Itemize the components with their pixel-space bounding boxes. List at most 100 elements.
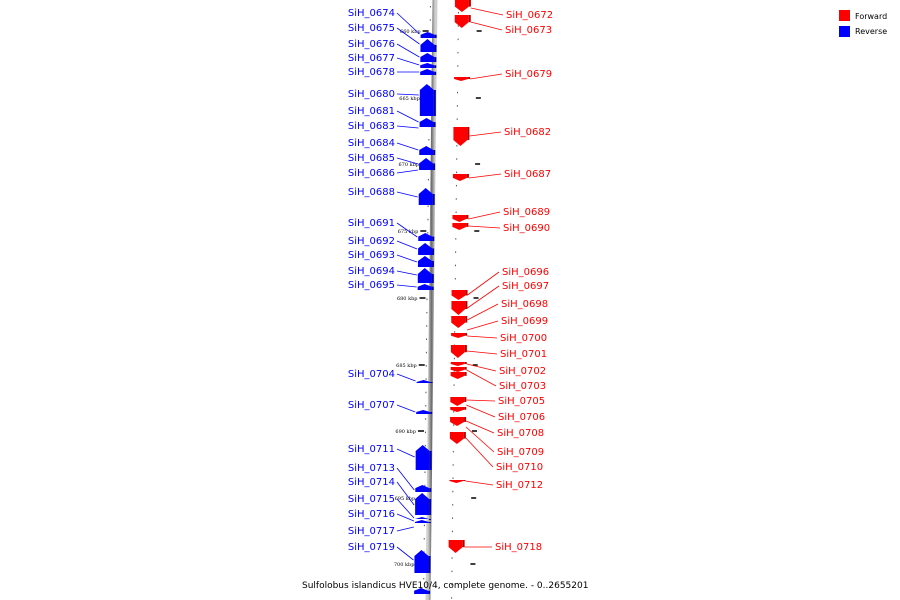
forward-gene-label[interactable]: SiH_0705 [498, 396, 545, 407]
reverse-gene-label[interactable]: SiH_0707 [348, 400, 395, 411]
forward-gene-label[interactable]: SiH_0700 [500, 333, 547, 344]
forward-gene-arrow[interactable] [450, 345, 465, 358]
forward-gene-label[interactable]: SiH_0698 [501, 299, 548, 310]
forward-gene-arrow[interactable] [448, 540, 463, 553]
reverse-gene-arrow[interactable] [416, 380, 431, 383]
reverse-gene-arrow[interactable] [414, 520, 429, 523]
reverse-gene-label[interactable]: SiH_0680 [348, 89, 395, 100]
forward-gene-label[interactable]: SiH_0708 [497, 428, 544, 439]
forward-gene-label[interactable]: SiH_0687 [504, 169, 551, 180]
forward-gene-arrow[interactable] [449, 432, 464, 444]
reverse-gene-arrow[interactable] [415, 493, 430, 515]
gene-arrow-shade [434, 44, 437, 52]
reverse-gene-arrow[interactable] [418, 243, 433, 255]
reverse-gene-label[interactable]: SiH_0674 [348, 8, 395, 19]
reverse-gene-label[interactable]: SiH_0692 [348, 236, 395, 247]
forward-gene-arrow[interactable] [451, 290, 466, 300]
reverse-gene-arrow[interactable] [420, 69, 435, 75]
forward-gene-arrow[interactable] [454, 77, 469, 81]
forward-gene-arrow[interactable] [454, 0, 469, 12]
reverse-gene-label[interactable]: SiH_0717 [348, 526, 395, 537]
reverse-gene-arrow[interactable] [420, 32, 435, 38]
forward-gene-arrow[interactable] [451, 301, 466, 315]
forward-gene-label[interactable]: SiH_0710 [496, 462, 543, 473]
forward-gene-arrow[interactable] [449, 480, 464, 483]
forward-gene-label[interactable]: SiH_0718 [495, 542, 542, 553]
forward-gene-label[interactable]: SiH_0697 [502, 281, 549, 292]
reverse-gene-arrow[interactable] [414, 588, 429, 594]
forward-gene-arrow[interactable] [450, 397, 465, 406]
forward-gene-label[interactable]: SiH_0701 [500, 349, 547, 360]
forward-gene-arrow[interactable] [453, 127, 468, 146]
forward-gene-label[interactable]: SiH_0672 [506, 10, 553, 21]
forward-gene-label[interactable]: SiH_0712 [496, 480, 543, 491]
forward-gene-arrow[interactable] [450, 417, 465, 426]
reverse-gene-label[interactable]: SiH_0676 [348, 39, 395, 50]
forward-gene-label[interactable]: SiH_0696 [502, 267, 549, 278]
ruler-minor-dot [426, 311, 428, 314]
reverse-gene-arrow[interactable] [419, 146, 434, 155]
forward-gene-label[interactable]: SiH_0699 [501, 316, 548, 327]
reverse-gene-label[interactable]: SiH_0677 [348, 53, 395, 64]
reverse-gene-arrow[interactable] [420, 53, 435, 62]
reverse-gene-arrow[interactable] [419, 84, 434, 116]
forward-gene-label[interactable]: SiH_0682 [504, 127, 551, 138]
reverse-gene-label[interactable]: SiH_0715 [348, 494, 395, 505]
reverse-gene-label[interactable]: SiH_0686 [348, 168, 395, 179]
forward-gene-arrow[interactable] [451, 333, 466, 338]
reverse-gene-label[interactable]: SiH_0691 [348, 218, 395, 229]
reverse-gene-label[interactable]: SiH_0711 [348, 444, 395, 455]
forward-gene-label[interactable]: SiH_0703 [499, 381, 546, 392]
ruler-tick-label: 665 kbp [399, 96, 420, 102]
reverse-gene-arrow[interactable] [418, 233, 433, 241]
gene-arrow-shade [465, 301, 468, 309]
reverse-gene-arrow[interactable] [417, 256, 432, 267]
reverse-gene-arrow[interactable] [418, 188, 433, 205]
reverse-gene-arrow[interactable] [420, 39, 435, 52]
forward-gene-arrow[interactable] [450, 407, 465, 412]
reverse-gene-arrow[interactable] [415, 485, 430, 492]
forward-gene-label[interactable]: SiH_0679 [505, 69, 552, 80]
forward-gene-arrow[interactable] [450, 367, 465, 372]
reverse-gene-arrow[interactable] [415, 445, 430, 470]
gene-labels[interactable]: SiH_0674 SiH_0675 SiH_0676 SiH_0677 SiH_0678… [348, 7, 553, 561]
reverse-gene-label[interactable]: SiH_0685 [348, 153, 395, 164]
reverse-gene-label[interactable]: SiH_0713 [348, 463, 395, 474]
reverse-gene-label[interactable]: SiH_0693 [348, 250, 395, 261]
forward-gene-label[interactable]: SiH_0673 [505, 25, 552, 36]
forward-gene-arrow[interactable] [450, 362, 465, 366]
reverse-gene-label[interactable]: SiH_0694 [348, 266, 395, 277]
forward-gene-arrow[interactable] [450, 372, 465, 379]
reverse-gene-label[interactable]: SiH_0678 [348, 67, 395, 78]
reverse-gene-arrow[interactable] [417, 268, 432, 283]
reverse-gene-label[interactable]: SiH_0688 [348, 187, 395, 198]
reverse-gene-arrow[interactable] [417, 284, 432, 290]
reverse-gene-arrow[interactable] [414, 517, 429, 519]
reverse-gene-label[interactable]: SiH_0675 [348, 23, 395, 34]
reverse-gene-arrow[interactable] [419, 158, 434, 170]
reverse-gene-label[interactable]: SiH_0683 [348, 121, 395, 132]
reverse-gene-label[interactable]: SiH_0684 [348, 138, 395, 149]
reverse-gene-label[interactable]: SiH_0716 [348, 509, 395, 520]
reverse-gene-arrow[interactable] [420, 63, 435, 68]
forward-gene-leader [470, 73, 503, 80]
reverse-gene-arrow[interactable] [414, 550, 429, 573]
forward-gene-label[interactable]: SiH_0690 [503, 223, 550, 234]
ruler-minor-dot [455, 198, 457, 200]
reverse-gene-arrow[interactable] [419, 118, 434, 127]
reverse-gene-arrow[interactable] [416, 410, 431, 414]
reverse-gene-label[interactable]: SiH_0704 [348, 369, 395, 380]
forward-gene-arrow[interactable] [454, 15, 469, 28]
forward-gene-label[interactable]: SiH_0706 [498, 412, 545, 423]
forward-gene-label[interactable]: SiH_0689 [503, 207, 550, 218]
forward-gene-label[interactable]: SiH_0709 [497, 447, 544, 458]
reverse-gene-label[interactable]: SiH_0681 [348, 106, 395, 117]
reverse-gene-label[interactable]: SiH_0714 [348, 477, 395, 488]
forward-gene-arrow[interactable] [452, 223, 467, 230]
reverse-gene-label[interactable]: SiH_0719 [348, 542, 395, 553]
forward-gene-arrow[interactable] [452, 215, 467, 222]
forward-gene-arrow[interactable] [452, 174, 467, 181]
forward-gene-arrow[interactable] [451, 316, 466, 328]
reverse-gene-label[interactable]: SiH_0695 [348, 280, 395, 291]
forward-gene-label[interactable]: SiH_0702 [499, 366, 546, 377]
